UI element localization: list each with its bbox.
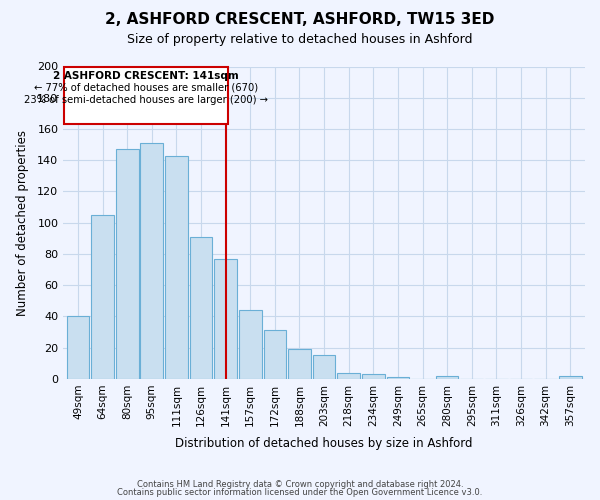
X-axis label: Distribution of detached houses by size in Ashford: Distribution of detached houses by size … [175, 437, 473, 450]
Bar [140, 143, 163, 379]
Bar [436, 376, 458, 379]
Bar [559, 376, 581, 379]
Bar [386, 378, 409, 379]
Bar [91, 215, 114, 379]
Text: Contains HM Land Registry data © Crown copyright and database right 2024.: Contains HM Land Registry data © Crown c… [137, 480, 463, 489]
Text: 23% of semi-detached houses are larger (200) →: 23% of semi-detached houses are larger (… [24, 94, 268, 104]
Text: Contains public sector information licensed under the Open Government Licence v3: Contains public sector information licen… [118, 488, 482, 497]
FancyBboxPatch shape [64, 66, 227, 124]
Bar [239, 310, 262, 379]
Text: 2, ASHFORD CRESCENT, ASHFORD, TW15 3ED: 2, ASHFORD CRESCENT, ASHFORD, TW15 3ED [106, 12, 494, 28]
Text: Size of property relative to detached houses in Ashford: Size of property relative to detached ho… [127, 32, 473, 46]
Bar [263, 330, 286, 379]
Bar [337, 372, 360, 379]
Y-axis label: Number of detached properties: Number of detached properties [16, 130, 29, 316]
Bar [362, 374, 385, 379]
Bar [288, 349, 311, 379]
Bar [67, 316, 89, 379]
Bar [214, 258, 237, 379]
Bar [165, 156, 188, 379]
Bar [190, 237, 212, 379]
Text: ← 77% of detached houses are smaller (670): ← 77% of detached houses are smaller (67… [34, 83, 258, 93]
Text: 2 ASHFORD CRESCENT: 141sqm: 2 ASHFORD CRESCENT: 141sqm [53, 71, 239, 81]
Bar [116, 150, 139, 379]
Bar [313, 356, 335, 379]
